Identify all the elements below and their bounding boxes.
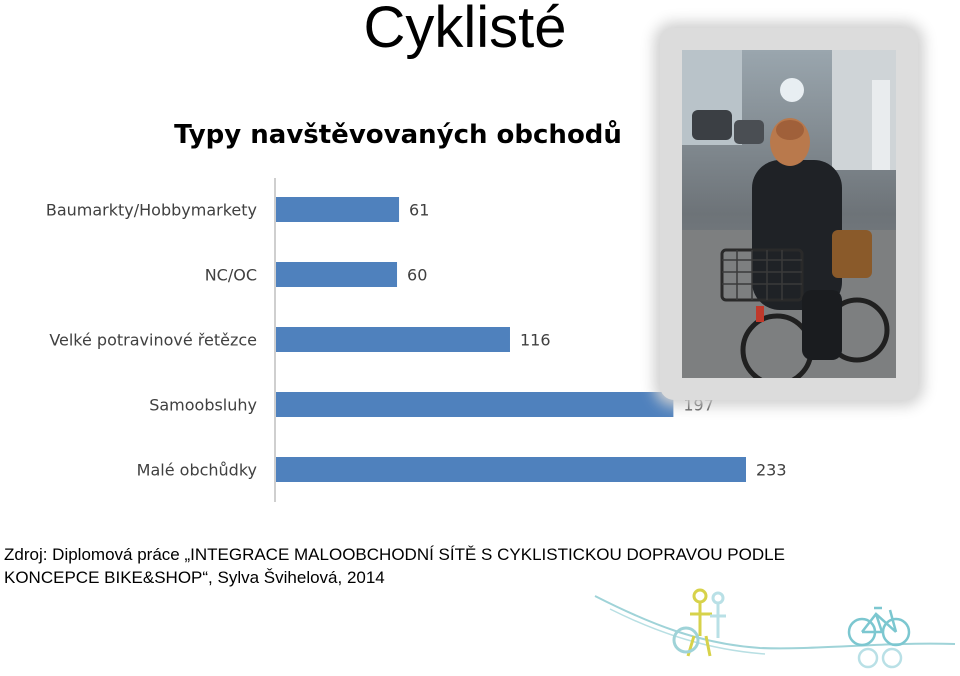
source-citation: Zdroj: Diplomová práce „INTEGRACE MALOOB… (4, 543, 954, 589)
data-label-5: 233 (756, 461, 787, 480)
bar-3 (276, 327, 510, 352)
slide-title: Cyklisté (363, 0, 567, 60)
data-label-3: 116 (520, 331, 551, 350)
data-label-2: 60 (407, 266, 427, 285)
bar-chart: Typy navštěvovaných obchodů Baumarkty/Ho… (46, 119, 787, 502)
bicycle-icon (847, 606, 911, 669)
cyclist-photo (660, 28, 918, 400)
cyclist-icon (682, 50, 896, 378)
category-label-4: Samoobsluhy (149, 396, 257, 415)
category-label-3: Velké potravinové řetězce (49, 331, 257, 350)
decor-swoosh-icon (594, 595, 956, 650)
bike-shop-line-art (594, 588, 956, 669)
category-label-1: Baumarkty/Hobbymarkety (46, 201, 257, 220)
category-label-5: Malé obchůdky (137, 461, 257, 480)
source-line-2: KONCEPCE BIKE&SHOP“, Sylva Švihelová, 20… (4, 568, 385, 587)
chart-title: Typy navštěvovaných obchodů (174, 119, 622, 150)
data-label-1: 61 (409, 201, 429, 220)
people-icon (672, 588, 726, 657)
bar-5 (276, 457, 746, 482)
bar-2 (276, 262, 398, 287)
source-line-1: Zdroj: Diplomová práce „INTEGRACE MALOOB… (4, 545, 785, 564)
category-label-2: NC/OC (205, 266, 257, 285)
bar-1 (276, 197, 400, 222)
bar-4 (276, 392, 674, 417)
data-label-4: 197 (683, 396, 714, 415)
